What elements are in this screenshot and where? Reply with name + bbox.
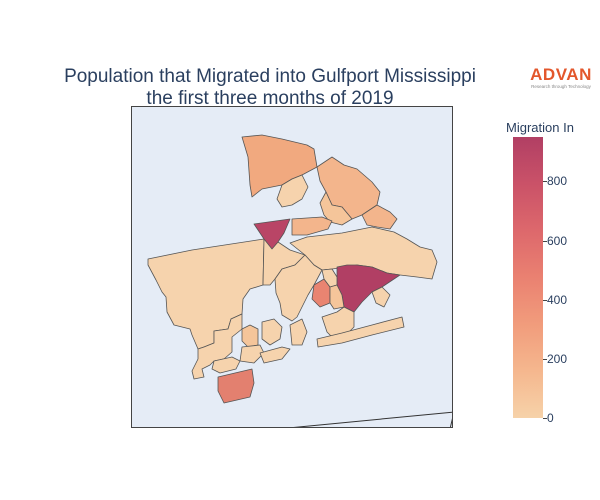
colorbar-tick-mark <box>543 359 547 360</box>
logo-wordmark: ADVAN <box>530 65 592 84</box>
map-svg <box>147 134 452 427</box>
tract-north-c[interactable] <box>319 191 353 226</box>
choropleth-map[interactable] <box>131 106 453 428</box>
coastline-line-2 <box>449 418 452 427</box>
tract-coast-f[interactable] <box>239 344 265 364</box>
coastline-line <box>293 411 452 427</box>
tract-north-strip[interactable] <box>291 216 333 236</box>
tract-southwest[interactable] <box>191 313 243 380</box>
tract-northwest-red[interactable] <box>253 218 291 250</box>
tract-coast-b[interactable] <box>316 316 405 348</box>
map-title-line2: the first three months of 2019 <box>146 88 394 109</box>
advan-logo: ADVAN Research through Technology <box>528 66 594 90</box>
colorbar-tick-label: 0 <box>547 411 554 425</box>
tract-east-small[interactable] <box>371 286 391 308</box>
tract-coast-a[interactable] <box>321 306 355 340</box>
colorbar-tick-label: 600 <box>547 234 568 248</box>
colorbar-tick-label: 200 <box>547 352 568 366</box>
tract-coast-d[interactable] <box>261 318 283 346</box>
colorbar-tick-mark <box>543 241 547 242</box>
tract-coast-c[interactable] <box>289 318 308 346</box>
colorbar-title: Migration In <box>506 120 574 135</box>
tract-center-south[interactable] <box>274 254 323 322</box>
tract-coast-h[interactable] <box>211 356 241 374</box>
tract-north-e[interactable] <box>276 174 309 208</box>
colorbar-tick-label: 400 <box>547 293 568 307</box>
map-title: Population that Migrated into Gulfport M… <box>60 66 480 110</box>
tract-southwest-pink[interactable] <box>217 368 255 404</box>
map-title-line1: Population that Migrated into Gulfport M… <box>64 66 476 87</box>
tract-coast-g[interactable] <box>259 346 291 364</box>
colorbar-tick-mark <box>543 300 547 301</box>
colorbar-tick-mark <box>543 181 547 182</box>
tract-north-d[interactable] <box>361 204 398 230</box>
logo-tagline: Research through Technology <box>531 84 591 89</box>
colorbar-tick-mark <box>543 418 547 419</box>
tract-coast-e[interactable] <box>241 324 259 348</box>
colorbar-gradient <box>513 137 543 418</box>
colorbar-tick-label: 800 <box>547 174 568 188</box>
